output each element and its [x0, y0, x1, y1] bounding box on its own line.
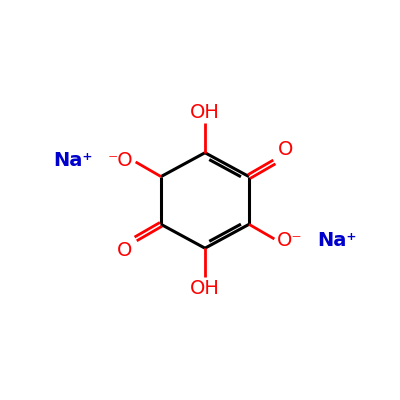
Text: ⁻O: ⁻O [108, 151, 133, 170]
Text: OH: OH [190, 103, 220, 122]
Text: O⁻: O⁻ [277, 231, 302, 250]
Text: O: O [278, 140, 293, 160]
Text: OH: OH [190, 279, 220, 298]
Text: Na⁺: Na⁺ [53, 151, 92, 170]
Text: Na⁺: Na⁺ [318, 231, 357, 250]
Text: O: O [117, 242, 132, 260]
